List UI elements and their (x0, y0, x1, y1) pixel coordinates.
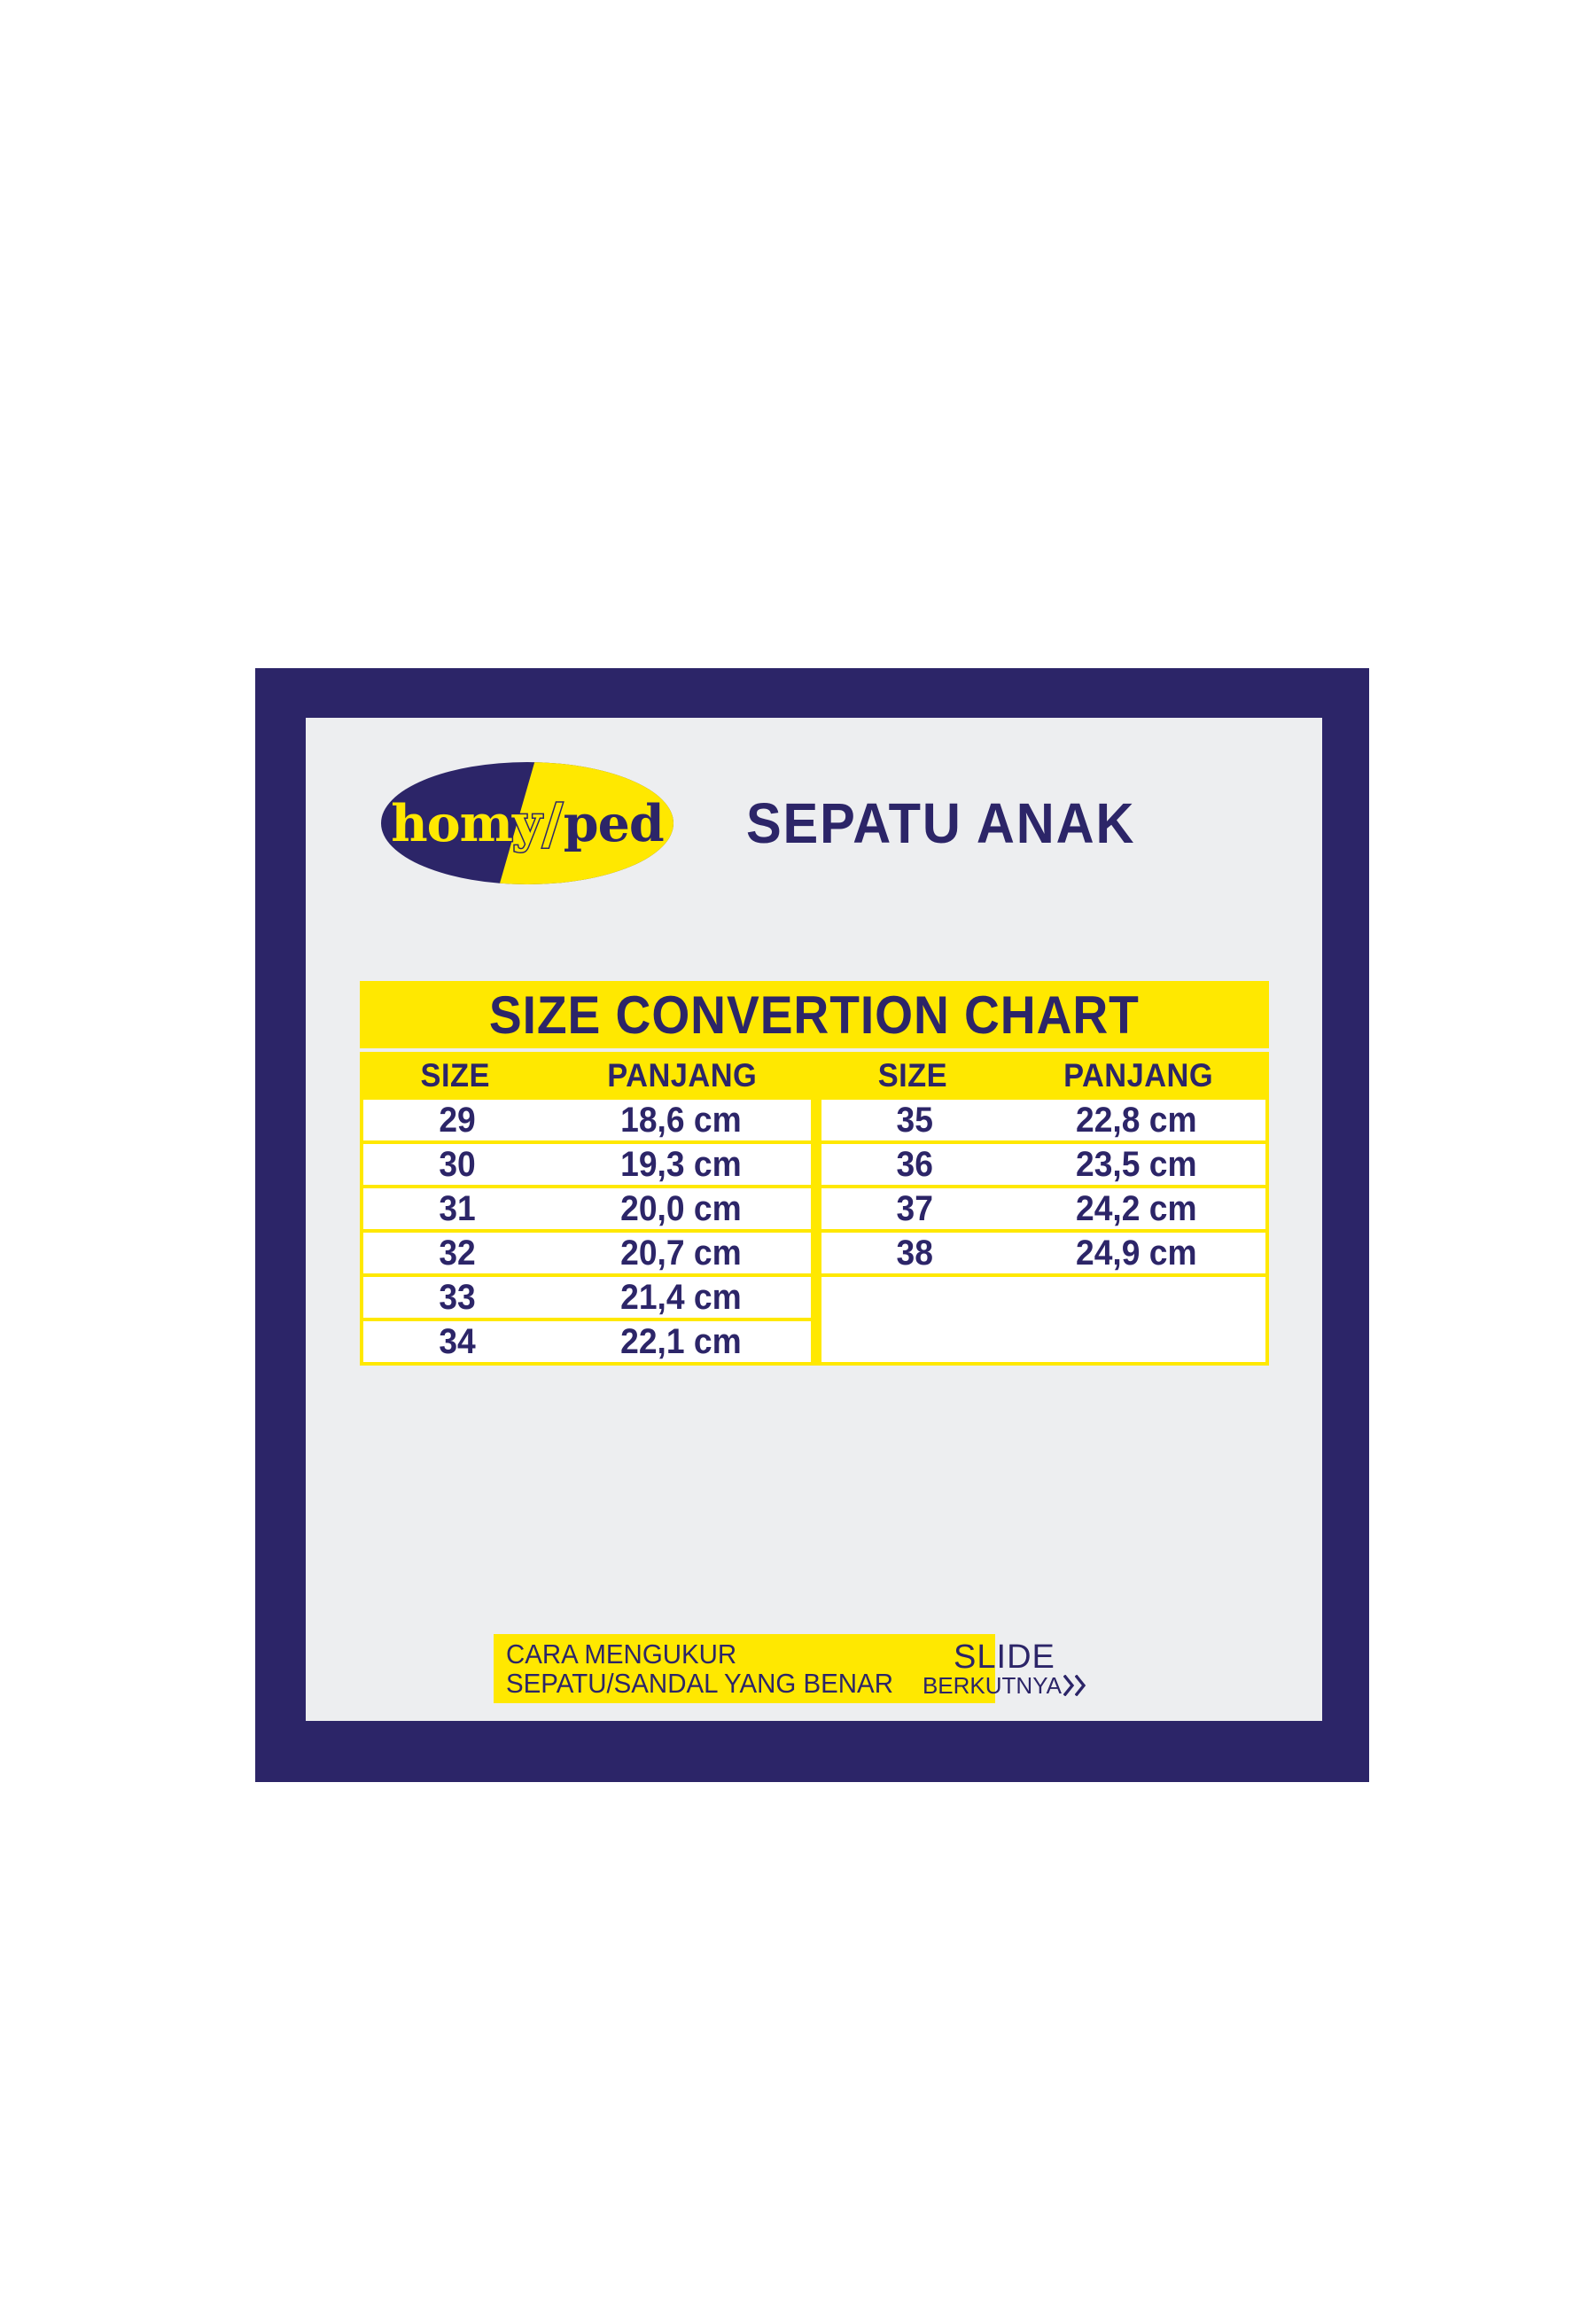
logo-word-ped: ped (562, 792, 666, 854)
slide-next-block[interactable]: SLIDE BERKUTNYA (923, 1640, 1086, 1697)
table-row: 35 22,8 cm (821, 1100, 1265, 1140)
column-header-panjang: PANJANG (607, 1057, 758, 1094)
size-table-left-half: SIZE PANJANG 29 18,6 cm 30 19,3 cm 31 20… (360, 1052, 814, 1366)
cell-size: 30 (439, 1144, 476, 1184)
footer-banner[interactable]: CARA MENGUKUR SEPATU/SANDAL YANG BENAR S… (494, 1634, 1086, 1703)
table-row: 33 21,4 cm (363, 1277, 811, 1318)
table-header-row-left: SIZE PANJANG (360, 1052, 814, 1100)
table-row: 38 24,9 cm (821, 1233, 1265, 1273)
cell-size: 37 (896, 1188, 933, 1228)
cell-panjang: 24,2 cm (1076, 1188, 1197, 1228)
column-header-panjang: PANJANG (1063, 1057, 1213, 1094)
size-table-right-half: SIZE PANJANG 35 22,8 cm 36 23,5 cm 37 24… (814, 1052, 1269, 1366)
cell-size: 34 (439, 1321, 476, 1361)
cell-size: 36 (896, 1144, 933, 1184)
next-slide-label: BERKUTNYA (922, 1672, 1062, 1699)
homyped-logo: homy / ped (381, 762, 673, 884)
footer-measure-line-2: SEPATU/SANDAL YANG BENAR (506, 1668, 893, 1699)
card-header: homy / ped SEPATU ANAK (306, 757, 1322, 890)
chart-banner: SIZE CONVERTION CHART (360, 981, 1269, 1048)
cell-size: 32 (439, 1233, 476, 1273)
cell-size: 29 (439, 1100, 476, 1140)
card-inner-panel: homy / ped SEPATU ANAK SIZE CONVERTION CHA… (306, 718, 1322, 1721)
cell-size: 33 (439, 1277, 476, 1317)
cell-size: 35 (896, 1100, 933, 1140)
next-slide-row[interactable]: BERKUTNYA (923, 1674, 1086, 1697)
slide-label: SLIDE (954, 1638, 1055, 1676)
cell-panjang: 19,3 cm (620, 1144, 742, 1184)
column-header-size: SIZE (420, 1057, 490, 1094)
cell-panjang: 24,9 cm (1076, 1233, 1197, 1273)
cell-panjang: 20,0 cm (620, 1188, 742, 1228)
cell-panjang: 23,5 cm (1076, 1144, 1197, 1184)
cell-panjang: 20,7 cm (620, 1233, 742, 1273)
logo-slash-icon: / (541, 790, 564, 857)
table-body-left: 29 18,6 cm 30 19,3 cm 31 20,0 cm 32 20,7… (360, 1100, 814, 1366)
table-row: 29 18,6 cm (363, 1100, 811, 1140)
cell-size: 31 (439, 1188, 476, 1228)
table-row: 31 20,0 cm (363, 1188, 811, 1229)
cell-panjang: 21,4 cm (620, 1277, 742, 1317)
column-header-size: SIZE (877, 1057, 948, 1094)
table-row: 37 24,2 cm (821, 1188, 1265, 1229)
size-conversion-table: SIZE PANJANG 29 18,6 cm 30 19,3 cm 31 20… (360, 1052, 1269, 1366)
table-row: 34 22,1 cm (363, 1321, 811, 1362)
table-row: 30 19,3 cm (363, 1144, 811, 1185)
chart-banner-label: SIZE CONVERTION CHART (489, 985, 1140, 1045)
cell-panjang: 22,1 cm (620, 1321, 742, 1361)
page-title: SEPATU ANAK (746, 791, 1136, 855)
table-row-empty (821, 1277, 1265, 1362)
table-row: 36 23,5 cm (821, 1144, 1265, 1185)
table-header-row-right: SIZE PANJANG (818, 1052, 1269, 1100)
cell-panjang: 22,8 cm (1076, 1100, 1197, 1140)
cell-panjang: 18,6 cm (620, 1100, 742, 1140)
table-row: 32 20,7 cm (363, 1233, 811, 1273)
double-chevron-right-icon[interactable] (1063, 1675, 1086, 1696)
size-chart-card: homy / ped SEPATU ANAK SIZE CONVERTION CHA… (255, 668, 1369, 1782)
logo-word-homy: homy (390, 792, 543, 854)
cell-size: 38 (896, 1233, 933, 1273)
table-body-right: 35 22,8 cm 36 23,5 cm 37 24,2 cm 38 24,9… (818, 1100, 1269, 1366)
footer-measure-line-1: CARA MENGUKUR (506, 1638, 737, 1670)
footer-measure-text: CARA MENGUKUR SEPATU/SANDAL YANG BENAR (506, 1639, 893, 1698)
logo-wordmark: homy / ped (381, 762, 673, 884)
